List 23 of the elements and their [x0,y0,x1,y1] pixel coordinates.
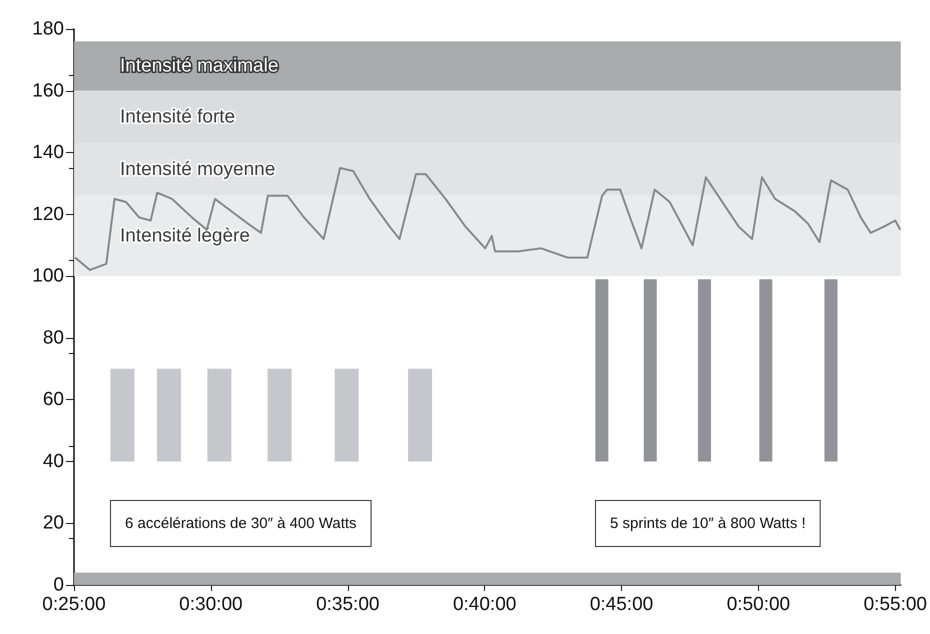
y-tick-label: 80 [42,327,64,348]
band-label: Intensité légère [120,225,250,246]
annotation: 6 accélérations de 30″ à 400 Watts [125,515,357,532]
y-tick-label: 180 [32,18,64,40]
x-tick-label: 0:30:00 [179,594,243,615]
y-tick-label: 0 [53,574,64,596]
y-tick-label: 40 [42,450,64,472]
y-tick-label: 60 [42,389,64,410]
y-tick-label: 20 [42,512,64,534]
x-tick-label: 0:35:00 [316,594,380,615]
x-tick-label: 0:45:00 [590,594,654,615]
x-tick-label: 0:40:00 [452,594,516,615]
band-label: Intensité moyenne [120,159,276,180]
x-tick-label: 0:25:00 [42,594,106,615]
y-tick-label: 100 [32,266,64,287]
annotation: 5 sprints de 10″ à 800 Watts ! [610,515,806,532]
band-label: Intensité maximale [120,56,278,77]
y-tick-label: 120 [32,204,64,225]
y-tick-label: 140 [32,142,64,164]
x-tick-label: 0:55:00 [864,594,928,615]
y-tick-label: 160 [32,80,64,102]
band-label: Intensité forte [120,106,236,128]
x-tick-label: 0:50:00 [726,594,790,615]
